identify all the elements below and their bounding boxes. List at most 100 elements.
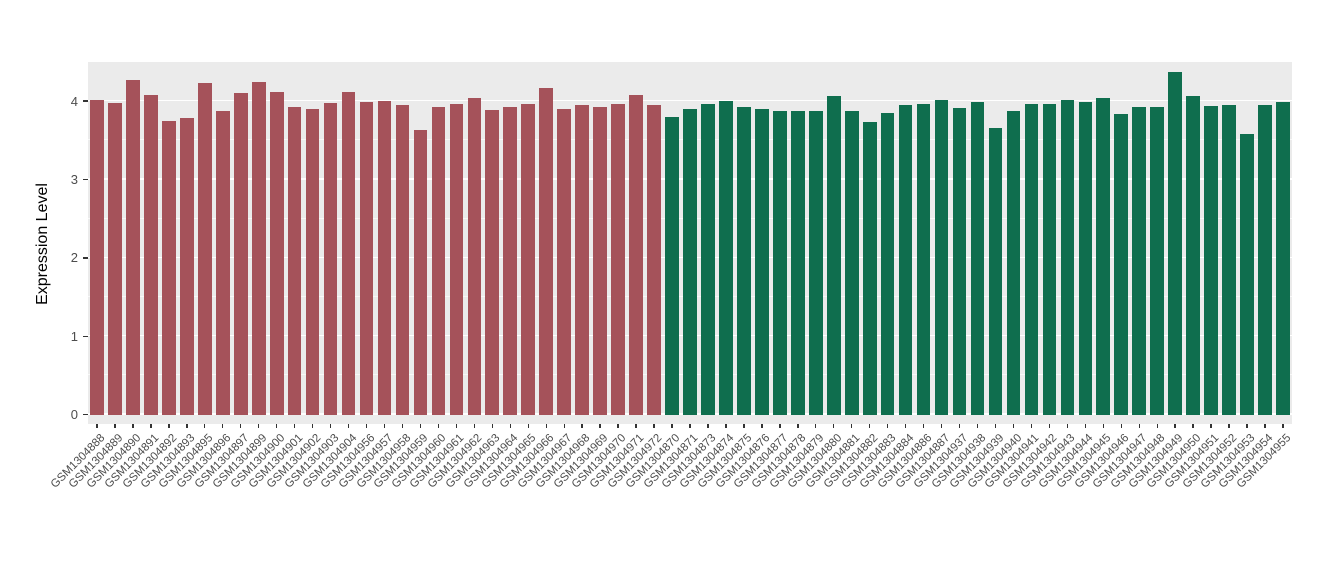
bar bbox=[1150, 107, 1165, 415]
bar bbox=[790, 110, 805, 415]
plot-panel bbox=[88, 62, 1292, 424]
bar bbox=[233, 93, 248, 415]
bar bbox=[952, 108, 967, 415]
bar bbox=[251, 82, 266, 415]
bar bbox=[719, 101, 733, 415]
bar bbox=[269, 91, 284, 415]
bar bbox=[1114, 113, 1129, 415]
x-tick-mark bbox=[1192, 424, 1194, 428]
x-tick-mark bbox=[563, 424, 565, 428]
x-tick-mark bbox=[114, 424, 116, 428]
bar bbox=[916, 104, 931, 415]
x-tick-mark bbox=[617, 424, 619, 428]
x-tick-mark bbox=[671, 424, 673, 428]
x-tick-mark bbox=[689, 424, 691, 428]
x-tick-mark bbox=[293, 424, 296, 428]
x-tick-mark bbox=[473, 424, 476, 428]
y-tick-label: 2 bbox=[70, 250, 78, 266]
x-tick-mark bbox=[994, 424, 997, 428]
x-tick-mark bbox=[1156, 424, 1158, 428]
bar bbox=[755, 109, 769, 415]
x-tick-mark bbox=[1264, 424, 1266, 428]
bar bbox=[90, 99, 104, 415]
bar bbox=[844, 111, 859, 415]
bar bbox=[395, 105, 410, 415]
bar bbox=[1078, 101, 1093, 415]
bar bbox=[880, 112, 895, 415]
x-tick-mark bbox=[797, 424, 799, 428]
x-tick-mark bbox=[707, 424, 709, 428]
bar bbox=[647, 105, 661, 415]
x-tick-mark bbox=[1030, 424, 1033, 428]
bar bbox=[557, 109, 572, 415]
bar bbox=[1258, 105, 1272, 415]
bar bbox=[341, 91, 356, 415]
bar bbox=[1240, 134, 1254, 415]
bar bbox=[826, 95, 841, 415]
x-tick-mark bbox=[545, 424, 547, 428]
y-tick-label: 0 bbox=[70, 407, 78, 423]
bar bbox=[449, 103, 464, 415]
bar bbox=[683, 109, 697, 415]
x-tick-mark bbox=[958, 424, 961, 428]
x-tick-mark bbox=[1012, 424, 1015, 428]
x-tick-mark bbox=[886, 424, 889, 428]
bar bbox=[413, 130, 428, 415]
y-tick-label: 1 bbox=[70, 328, 78, 344]
x-tick-mark bbox=[347, 424, 350, 428]
x-tick-mark bbox=[168, 424, 170, 428]
x-tick-mark bbox=[329, 424, 332, 428]
bar bbox=[377, 101, 392, 415]
x-tick-mark bbox=[833, 424, 835, 428]
x-tick-mark bbox=[132, 424, 134, 428]
bar bbox=[1132, 107, 1147, 415]
x-tick-mark bbox=[275, 424, 278, 428]
y-tick-mark bbox=[83, 257, 88, 259]
bar bbox=[359, 101, 374, 415]
bar bbox=[108, 102, 122, 415]
x-tick-mark bbox=[222, 424, 224, 428]
bar bbox=[323, 102, 338, 415]
bar bbox=[1042, 103, 1057, 415]
bar bbox=[126, 80, 140, 415]
x-tick-mark bbox=[1210, 424, 1212, 428]
x-tick-mark bbox=[1138, 424, 1140, 428]
bar bbox=[197, 83, 212, 415]
bar bbox=[431, 107, 446, 415]
bar bbox=[521, 103, 536, 415]
bar bbox=[575, 105, 589, 415]
bar bbox=[1168, 72, 1183, 415]
x-tick-mark bbox=[653, 424, 655, 428]
bar bbox=[1024, 104, 1039, 415]
x-tick-mark bbox=[491, 424, 494, 428]
x-tick-mark bbox=[976, 424, 979, 428]
bar bbox=[1204, 105, 1218, 415]
x-tick-mark bbox=[1120, 424, 1122, 428]
bar bbox=[305, 109, 320, 415]
bar bbox=[934, 99, 949, 415]
bar bbox=[539, 87, 554, 415]
x-tick-mark bbox=[940, 424, 943, 428]
bar bbox=[1060, 100, 1075, 415]
x-tick-mark bbox=[581, 424, 583, 428]
x-tick-mark bbox=[96, 424, 98, 428]
x-tick-mark bbox=[365, 424, 368, 428]
x-tick-mark bbox=[761, 424, 763, 428]
x-tick-mark bbox=[455, 424, 458, 428]
bar bbox=[593, 106, 607, 415]
x-tick-mark bbox=[869, 424, 871, 428]
bar bbox=[970, 101, 985, 415]
x-tick-mark bbox=[1102, 424, 1104, 428]
major-gridline bbox=[88, 99, 1292, 102]
x-tick-mark bbox=[725, 424, 727, 428]
y-tick-mark bbox=[83, 178, 88, 181]
x-tick-mark bbox=[1048, 424, 1051, 428]
x-tick-mark bbox=[1246, 424, 1248, 428]
x-tick-mark bbox=[922, 424, 925, 428]
bar bbox=[1186, 95, 1200, 415]
bar bbox=[162, 120, 176, 415]
bar bbox=[665, 116, 679, 415]
x-tick-mark bbox=[599, 424, 601, 428]
y-tick-label: 3 bbox=[70, 172, 78, 188]
